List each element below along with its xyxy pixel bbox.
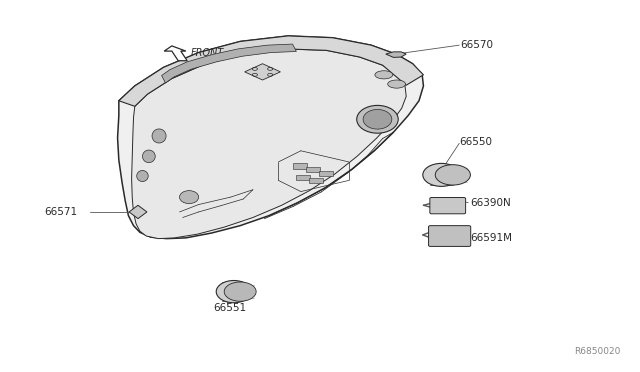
Ellipse shape — [179, 190, 198, 203]
Bar — [293, 163, 307, 169]
Bar — [296, 174, 310, 180]
Polygon shape — [118, 36, 424, 238]
Text: 66390N: 66390N — [470, 198, 511, 208]
Text: 66551: 66551 — [213, 302, 246, 312]
FancyBboxPatch shape — [430, 198, 466, 214]
Polygon shape — [244, 64, 280, 80]
Ellipse shape — [363, 109, 392, 129]
Polygon shape — [119, 36, 424, 106]
Bar — [319, 171, 333, 176]
Polygon shape — [162, 44, 296, 83]
Text: 66550: 66550 — [460, 137, 492, 147]
Text: FRONT: FRONT — [191, 48, 224, 58]
Polygon shape — [129, 205, 147, 219]
Ellipse shape — [216, 280, 252, 303]
Ellipse shape — [356, 105, 398, 133]
Ellipse shape — [435, 165, 470, 185]
FancyBboxPatch shape — [429, 226, 470, 246]
Ellipse shape — [143, 150, 156, 163]
Bar — [309, 178, 323, 183]
Ellipse shape — [423, 163, 460, 186]
Ellipse shape — [375, 71, 393, 79]
Ellipse shape — [152, 129, 166, 143]
Text: 66571: 66571 — [44, 207, 77, 217]
Text: 66570: 66570 — [461, 40, 493, 50]
Bar — [306, 167, 320, 172]
Ellipse shape — [388, 80, 406, 88]
Ellipse shape — [137, 170, 148, 182]
Polygon shape — [164, 46, 187, 61]
Polygon shape — [132, 49, 406, 238]
Text: R6850020: R6850020 — [574, 347, 620, 356]
Ellipse shape — [224, 282, 256, 301]
Text: 66591M: 66591M — [470, 233, 512, 243]
Polygon shape — [386, 52, 406, 57]
